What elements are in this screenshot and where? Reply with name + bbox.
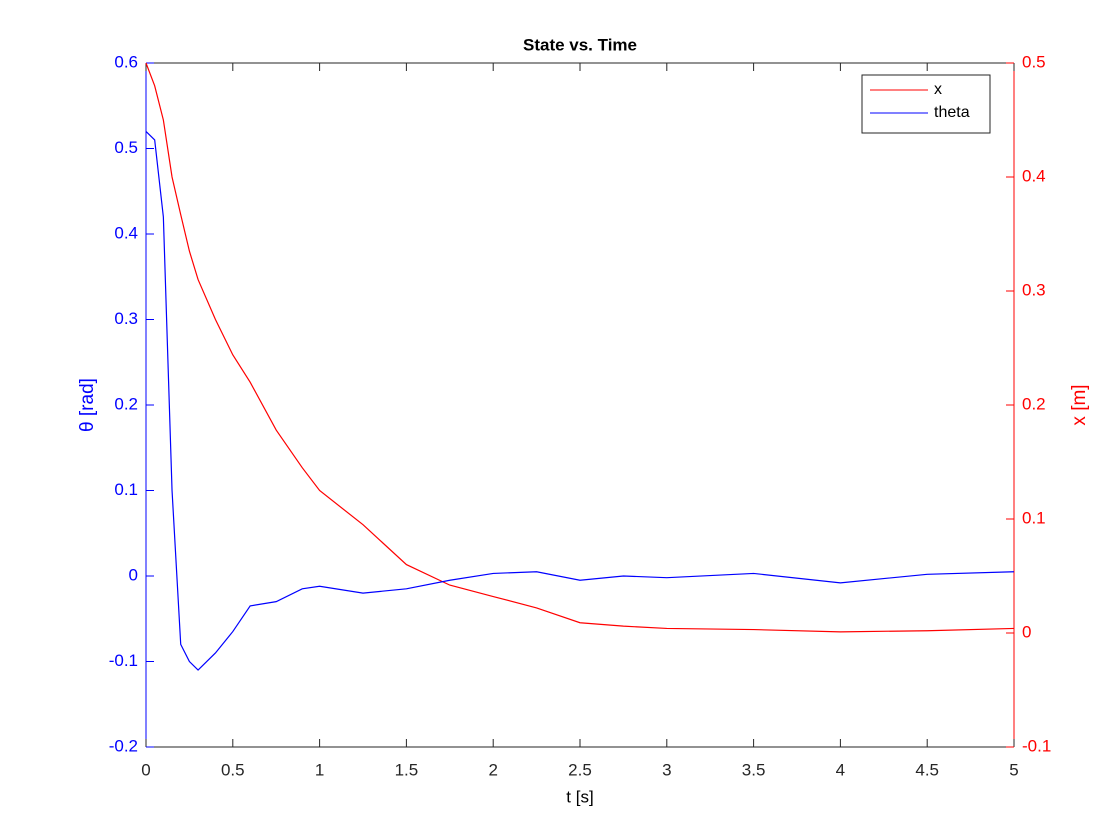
line-series	[145, 130, 1015, 671]
x-tick-label: 1.5	[395, 760, 419, 779]
x-tick-label: 1	[315, 760, 324, 779]
x-tick-label: 4	[836, 760, 845, 779]
y-tick-label: 0.6	[114, 52, 138, 71]
y2-tick-label: 0.1	[1022, 508, 1046, 527]
x-tick-label: 4.5	[915, 760, 939, 779]
y2-tick-label: 0.3	[1022, 280, 1046, 299]
chart-title: State vs. Time	[523, 35, 637, 54]
y2-axis-label: x [m]	[1069, 384, 1090, 425]
y2-tick-label: -0.1	[1022, 736, 1051, 755]
legend-label: x	[934, 81, 942, 98]
legend-box	[861, 74, 991, 134]
line-series	[145, 62, 1015, 633]
y-tick-label: 0.3	[114, 309, 138, 328]
x-tick-label: 2.5	[568, 760, 592, 779]
y-tick-label: 0.2	[114, 394, 138, 413]
x-tick-label: 3	[662, 760, 671, 779]
x-tick-label: 2	[488, 760, 497, 779]
x-axis-label: t [s]	[566, 787, 593, 806]
x-tick-label: 5	[1009, 760, 1018, 779]
y2-tick-label: 0.2	[1022, 394, 1046, 413]
legend-label: theta	[934, 104, 970, 121]
y-tick-label: -0.2	[109, 736, 138, 755]
y-tick-label: 0.4	[114, 223, 138, 242]
y-tick-label: 0.1	[114, 480, 138, 499]
y-tick-label: 0.5	[114, 138, 138, 157]
y2-tick-label: 0.4	[1022, 166, 1046, 185]
x-tick-label: 3.5	[742, 760, 766, 779]
y-axis-label: θ [rad]	[77, 378, 98, 432]
y-tick-label: -0.1	[109, 651, 138, 670]
x-tick-label: 0.5	[221, 760, 245, 779]
x-tick-label: 0	[141, 760, 150, 779]
y2-tick-label: 0	[1022, 622, 1031, 641]
y-tick-label: 0	[129, 565, 138, 584]
y2-tick-label: 0.5	[1022, 52, 1046, 71]
